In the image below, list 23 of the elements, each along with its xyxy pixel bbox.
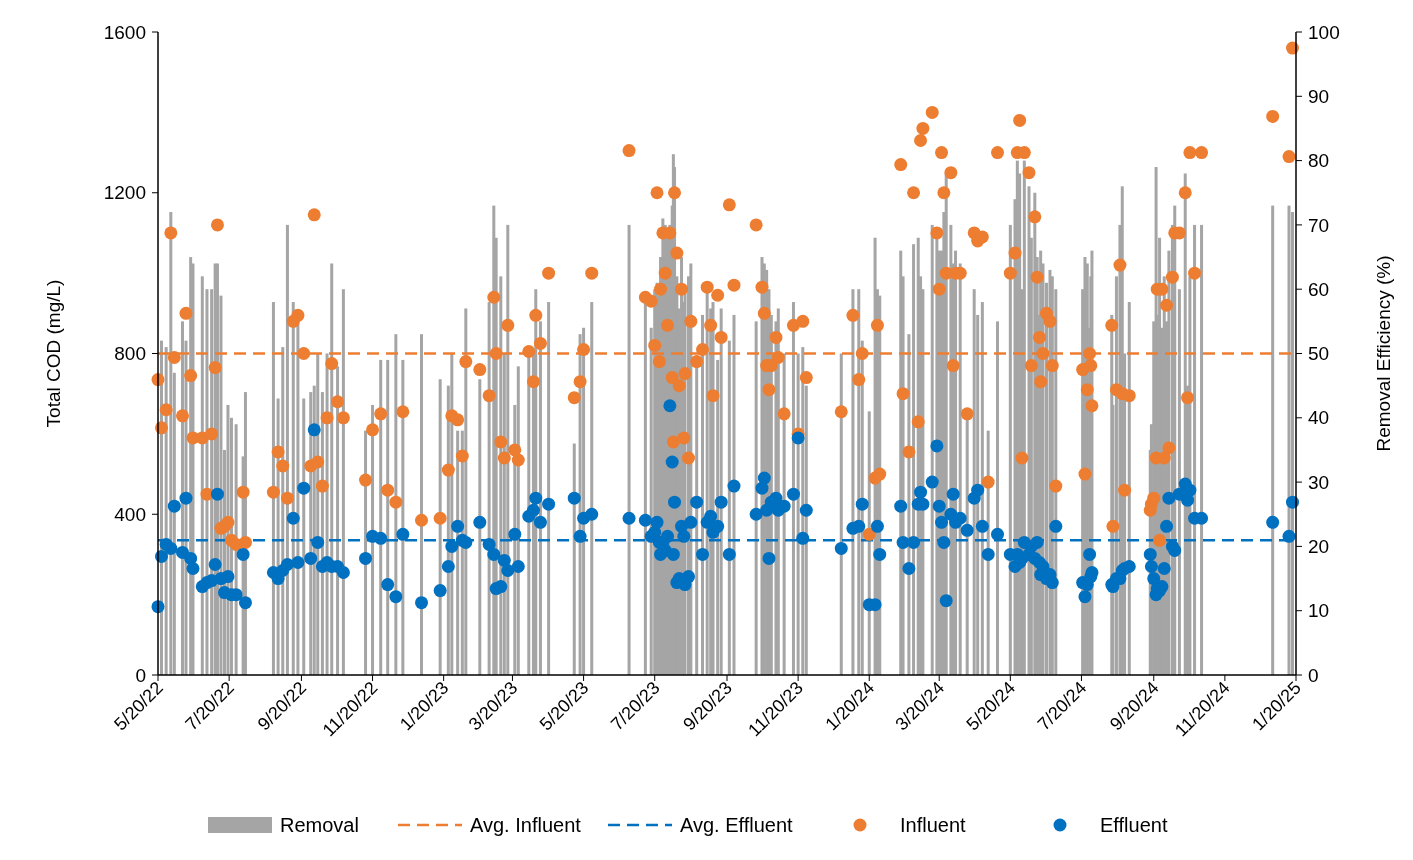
y2-tick-label: 100 <box>1308 21 1340 43</box>
legend-label: Avg. Influent <box>470 814 582 836</box>
legend-label: Influent <box>900 814 967 836</box>
legend-label: Removal <box>280 814 359 836</box>
y2-tick-label: 70 <box>1308 214 1330 236</box>
y2-tick-label: 50 <box>1308 343 1330 365</box>
legend-label: Effluent <box>1100 814 1168 836</box>
y2-tick-label: 90 <box>1308 85 1330 107</box>
y2-tick-label: 80 <box>1308 150 1330 172</box>
y2-tick-label: 60 <box>1308 278 1330 300</box>
legend-label: Avg. Effluent <box>680 814 794 836</box>
y-axis-title: Total COD (mg/L) <box>43 279 64 428</box>
y2-tick-label: 30 <box>1308 471 1330 493</box>
y-tick-label: 800 <box>114 343 146 365</box>
y2-tick-label: 40 <box>1308 407 1330 429</box>
y2-axis-title: Removal Efficiency (%) <box>1373 255 1394 452</box>
y-tick-label: 400 <box>114 503 146 525</box>
y-tick-label: 0 <box>135 664 146 686</box>
y2-tick-label: 0 <box>1308 664 1319 686</box>
y2-tick-label: 10 <box>1308 600 1330 622</box>
y2-tick-label: 20 <box>1308 536 1330 558</box>
y-tick-label: 1600 <box>103 21 146 43</box>
y-tick-label: 1200 <box>103 182 146 204</box>
